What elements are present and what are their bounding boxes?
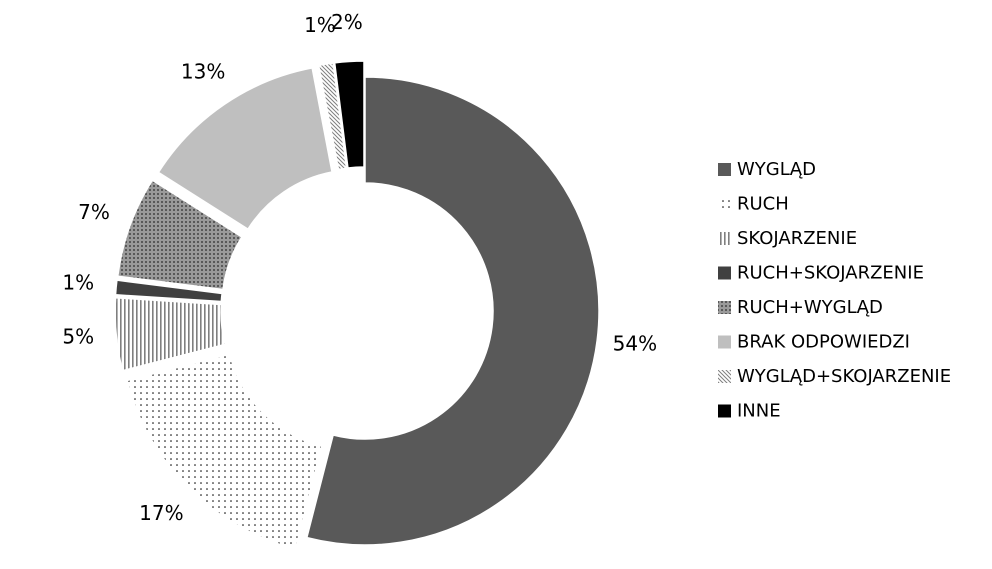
data-label: 13% — [181, 59, 225, 83]
legend-swatch — [718, 335, 731, 349]
donut-slice — [126, 353, 323, 550]
legend-label: RUCH+WYGLĄD — [737, 297, 883, 318]
legend-label: WYGLĄD+SKOJARZENIE — [737, 366, 951, 387]
data-label: 1% — [304, 13, 336, 37]
donut-slice — [317, 62, 348, 171]
data-label: 5% — [62, 325, 94, 349]
donut-slice — [114, 279, 223, 303]
donut-slice — [305, 76, 600, 546]
legend-label: RUCH+SKOJARZENIE — [737, 263, 924, 284]
legend-swatch — [718, 232, 731, 245]
legend-swatch — [718, 163, 731, 176]
donut-slice — [116, 179, 243, 291]
legend-swatch — [718, 266, 731, 280]
data-label: 17% — [139, 501, 183, 525]
legend-label: RUCH — [737, 194, 789, 215]
legend-label: BRAK ODPOWIEDZI — [737, 332, 910, 353]
legend-swatch — [718, 197, 731, 211]
legend-label: SKOJARZENIE — [737, 228, 857, 249]
legend-label: WYGLĄD — [737, 159, 816, 180]
data-label: 1% — [62, 270, 94, 294]
donut-slice — [333, 60, 365, 169]
legend-swatch — [718, 301, 731, 314]
data-label: 54% — [613, 332, 657, 356]
legend-swatch — [718, 370, 731, 383]
data-label: 7% — [78, 200, 110, 224]
legend-swatch — [718, 404, 731, 418]
donut-slice — [157, 67, 333, 231]
donut-slice — [114, 297, 227, 372]
legend-label: INNE — [737, 401, 781, 422]
data-label: 2% — [331, 10, 363, 34]
